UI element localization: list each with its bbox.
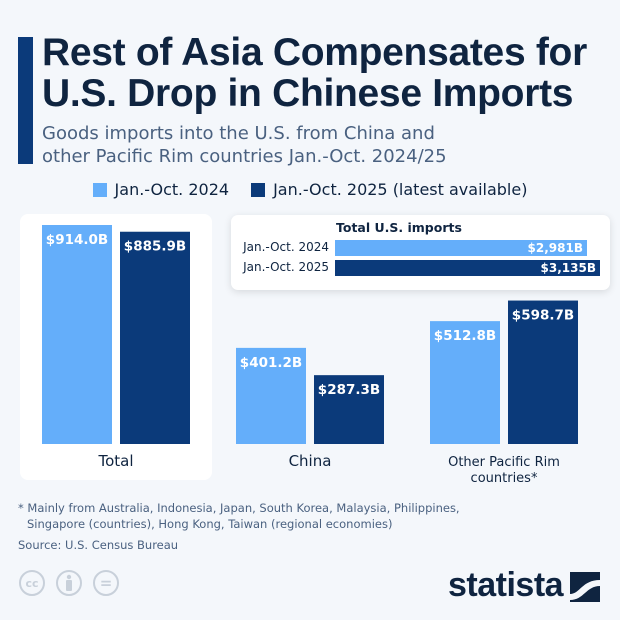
bar-value-label: $885.9B <box>124 239 186 255</box>
bar-2024 <box>42 225 112 444</box>
page-title: Rest of Asia Compensates for U.S. Drop i… <box>42 32 612 114</box>
bar-value-label: $914.0B <box>46 232 108 248</box>
legend-swatch <box>92 182 107 197</box>
no-derivatives-icon[interactable]: = <box>93 570 119 596</box>
legend-swatch <box>251 182 266 197</box>
statista-logo-icon <box>570 572 600 602</box>
subtitle-line: other Pacific Rim countries Jan.-Oct. 20… <box>42 146 447 167</box>
inset-bar: $2,981B <box>335 240 587 256</box>
bar-2025 <box>508 300 578 444</box>
category-label: China <box>289 452 332 470</box>
statista-logo[interactable]: statista <box>448 566 564 604</box>
bar-2024 <box>430 321 500 444</box>
subtitle-line: Goods imports into the U.S. from China a… <box>42 123 435 144</box>
category-label: countries* <box>471 471 538 486</box>
subtitle: Goods imports into the U.S. from China a… <box>42 122 612 168</box>
nd-icon-text: = <box>99 574 113 592</box>
bar-value-label: $598.7B <box>512 308 574 324</box>
legend-label: Jan.-Oct. 2024 <box>114 180 230 199</box>
category-label: Other Pacific Rim <box>448 455 560 470</box>
bar-2025 <box>314 375 384 444</box>
bar-chart: $914.0B $885.9B Total $401.2B $287.3B China $5… <box>42 225 578 486</box>
inset-row-label: Jan.-Oct. 2024 <box>243 240 329 254</box>
inset-title: Total U.S. imports <box>336 220 462 235</box>
legend: Jan.-Oct. 2024 Jan.-Oct. 2025 (latest av… <box>0 180 620 199</box>
attribution-icon[interactable] <box>56 570 82 596</box>
cc-icon[interactable]: cc <box>19 570 45 596</box>
inset-bar-value: $2,981B <box>527 241 583 255</box>
bar-2024 <box>236 347 306 444</box>
bar-2025 <box>120 231 190 444</box>
footnote: * Mainly from Australia, Indonesia, Japa… <box>18 500 460 532</box>
inset-bar: $3,135B <box>335 260 600 276</box>
bar-value-label: $401.2B <box>240 355 302 371</box>
legend-label: Jan.-Oct. 2025 (latest available) <box>273 180 528 199</box>
footnote-line: Singapore (countries), Hong Kong, Taiwan… <box>27 517 393 531</box>
category-label: Total <box>97 452 133 470</box>
total-imports-inset: Total U.S. imports Jan.-Oct. 2024 $2,981B… <box>231 215 610 290</box>
title-line: U.S. Drop in Chinese Imports <box>42 72 574 115</box>
legend-item-2025: Jan.-Oct. 2025 (latest available) <box>251 180 527 199</box>
legend-item-2024: Jan.-Oct. 2024 <box>92 180 230 199</box>
source: Source: U.S. Census Bureau <box>18 538 179 552</box>
bar-value-label: $512.8B <box>434 328 496 344</box>
inset-row-label: Jan.-Oct. 2025 <box>243 260 329 274</box>
cc-icon-text: cc <box>25 576 39 590</box>
title-accent-bar <box>18 37 33 164</box>
inset-bar-value: $3,135B <box>540 261 596 275</box>
footnote-line: * Mainly from Australia, Indonesia, Japa… <box>18 501 460 515</box>
title-line: Rest of Asia Compensates for <box>42 31 587 74</box>
person-glyph <box>66 574 72 591</box>
bar-value-label: $287.3B <box>318 382 380 398</box>
